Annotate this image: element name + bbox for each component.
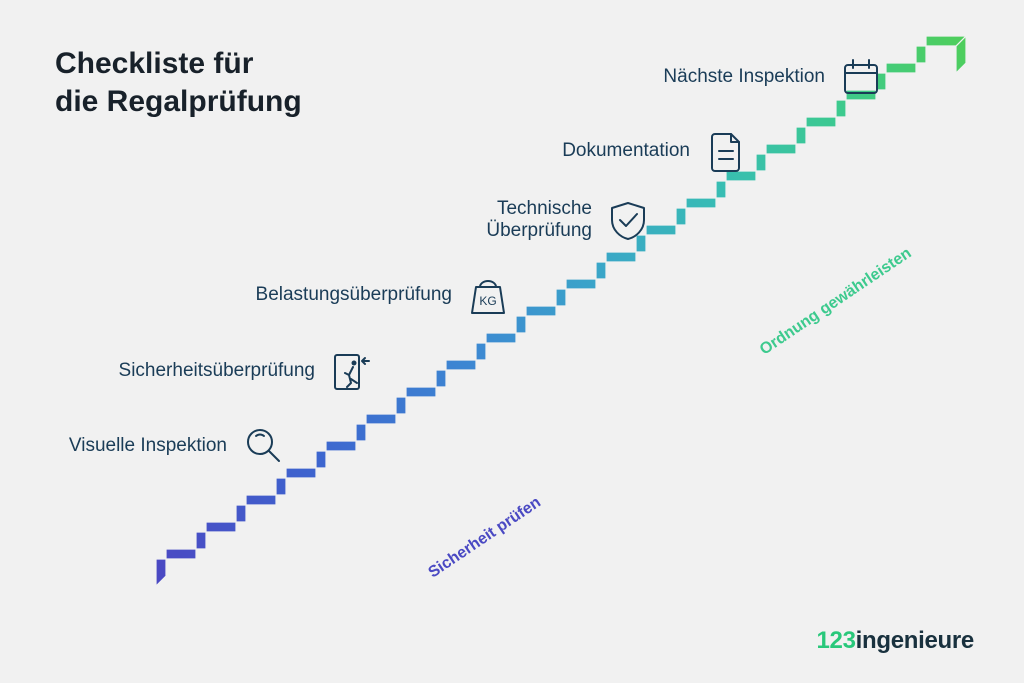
step-entry-4: Technische Überprüfung: [486, 198, 650, 242]
shield-icon: [606, 198, 650, 242]
staircase-diagram: [0, 0, 1024, 683]
step-label: Nächste Inspektion: [663, 66, 825, 88]
logo-number: 123: [816, 627, 855, 654]
step-label: Technische Überprüfung: [486, 198, 592, 242]
step-entry-5: Dokumentation: [562, 129, 748, 173]
brand-logo: 123ingenieure: [816, 627, 974, 655]
step-entry-3: Belastungsüberprüfung KG: [256, 273, 510, 317]
magnifier-icon: [241, 424, 285, 468]
svg-text:KG: KG: [479, 294, 496, 308]
step-entry-1: Visuelle Inspektion: [69, 424, 285, 468]
infographic-canvas: Checkliste für die Regalprüfung Visuelle…: [0, 0, 1024, 683]
logo-word: ingenieure: [856, 627, 974, 654]
step-label: Belastungsüberprüfung: [256, 284, 452, 306]
step-entry-6: Nächste Inspektion: [663, 55, 883, 99]
step-label: Visuelle Inspektion: [69, 435, 227, 457]
weight-icon: KG: [466, 273, 510, 317]
document-icon: [704, 129, 748, 173]
step-label: Dokumentation: [562, 140, 690, 162]
step-label: Sicherheitsüberprüfung: [119, 360, 315, 382]
step-entry-2: Sicherheitsüberprüfung: [119, 349, 373, 393]
calendar-icon: [839, 55, 883, 99]
exit-icon: [329, 349, 373, 393]
